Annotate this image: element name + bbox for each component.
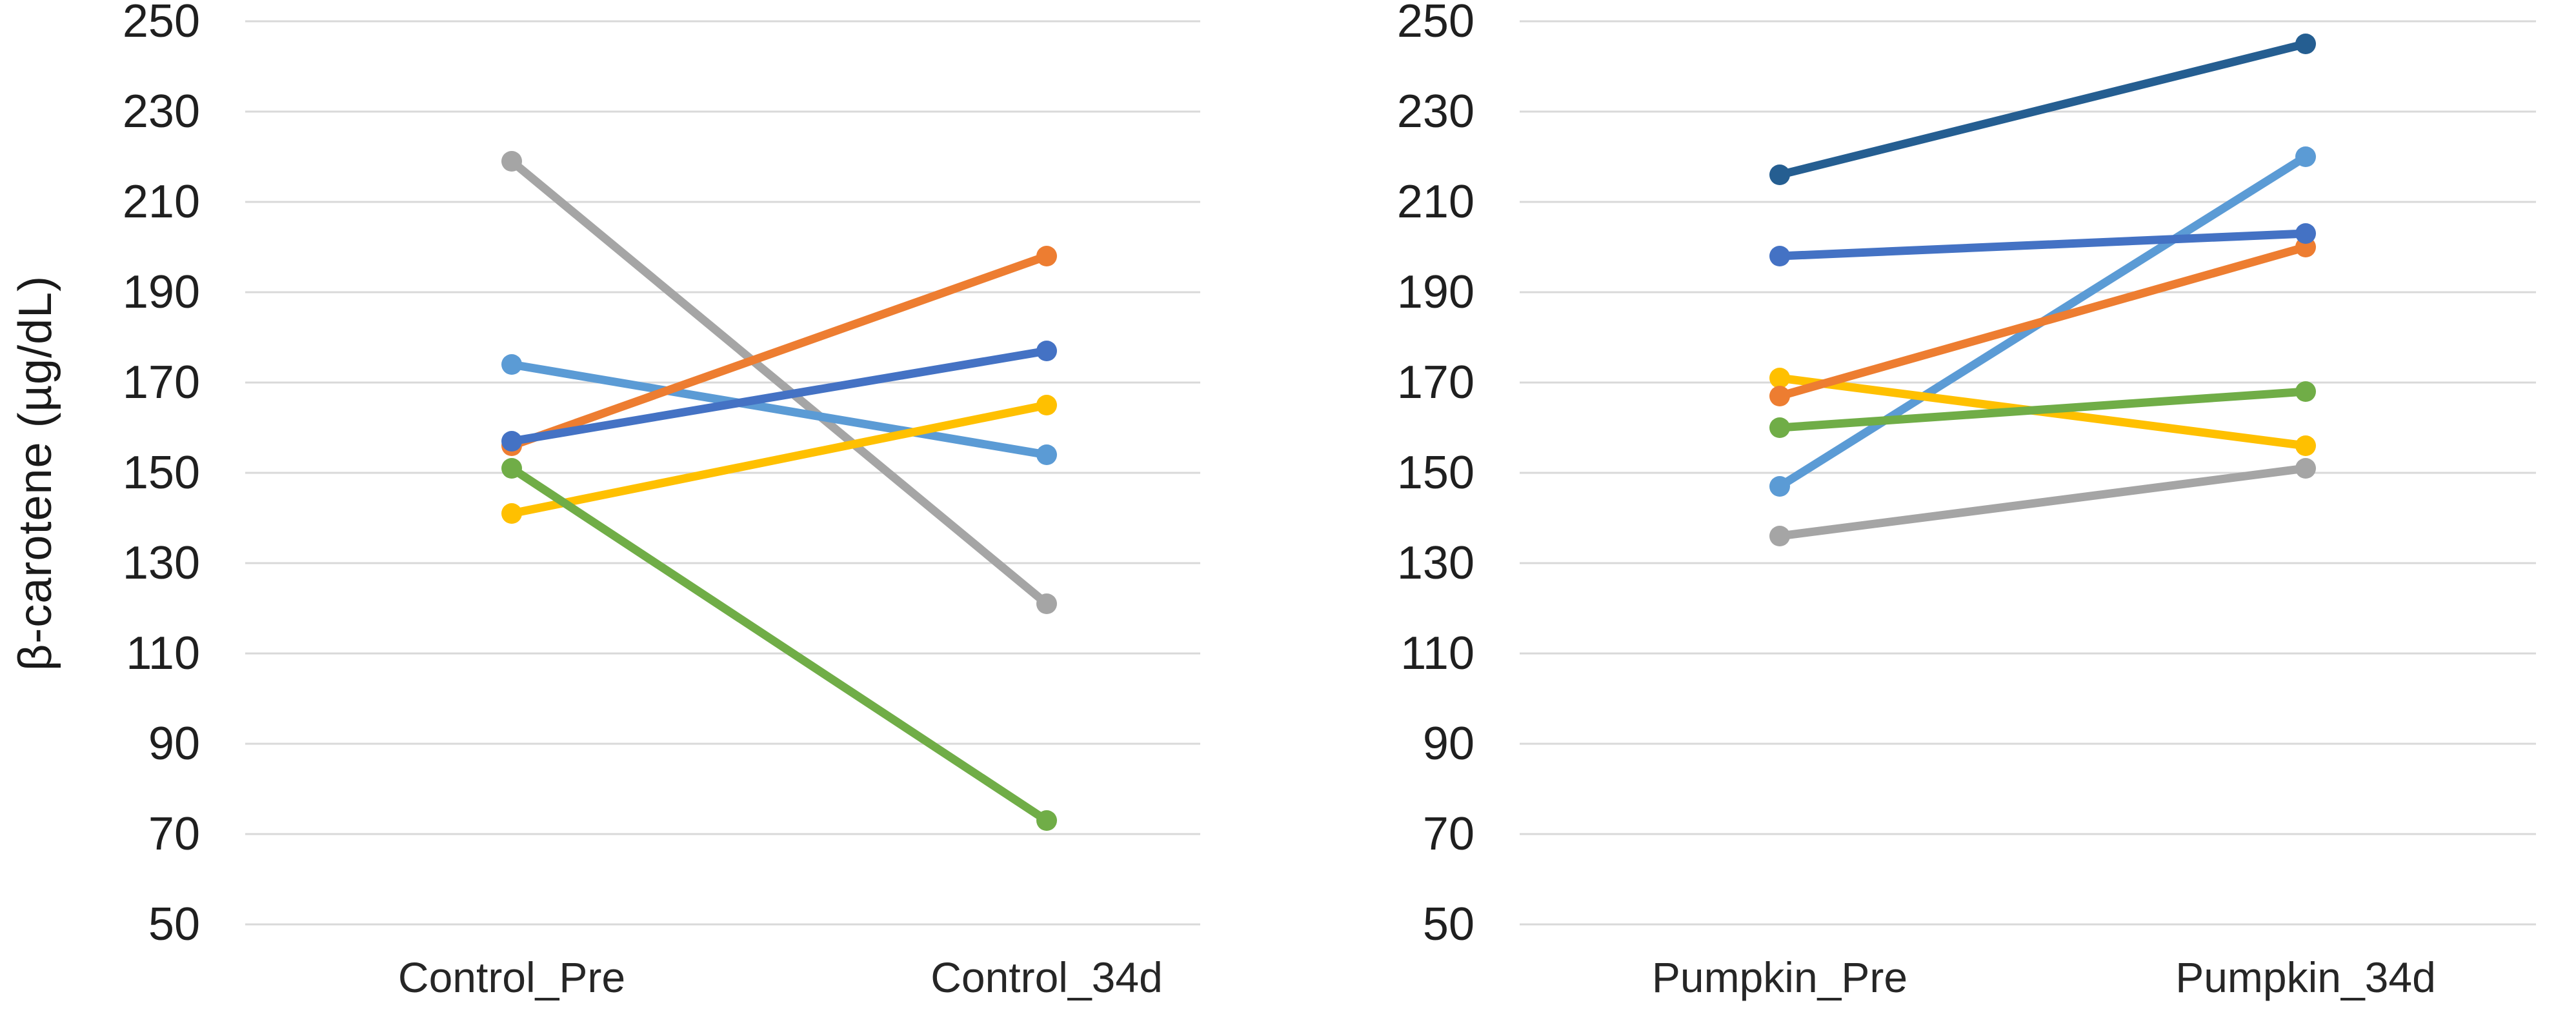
data-point-gray-pre — [1769, 526, 1790, 546]
y-tick-label: 250 — [123, 0, 200, 47]
data-point-green-pre — [1769, 417, 1790, 438]
y-tick-label: 210 — [123, 176, 200, 228]
y-tick-label: 110 — [126, 628, 200, 679]
y-tick-label: 190 — [123, 266, 200, 318]
data-point-blue-pre — [1769, 246, 1790, 266]
data-point-yellow-post — [2295, 435, 2316, 456]
y-tick-label: 230 — [1397, 86, 1474, 137]
series-line-yellow — [507, 401, 1051, 518]
y-tick-label: 70 — [148, 808, 200, 860]
y-tick-label: 170 — [1397, 357, 1474, 408]
data-point-green-pre — [501, 458, 522, 479]
y-tick-label: 150 — [1397, 447, 1474, 499]
data-point-light-blue-pre — [1769, 476, 1790, 497]
series-line-green — [507, 464, 1051, 825]
data-point-green-post — [1036, 810, 1057, 831]
data-point-orange-post — [1036, 246, 1057, 266]
data-point-light-blue-post — [2295, 146, 2316, 167]
y-tick-label: 130 — [1397, 537, 1474, 589]
control-panel: 250 230 210 190 170 150 130 110 90 70 50 Control_Pr… — [123, 0, 1200, 1001]
y-tick-label: 130 — [123, 537, 200, 589]
y-tick-label: 70 — [1423, 808, 1474, 860]
series-line-orange — [507, 252, 1051, 450]
y-tick-label: 90 — [1423, 718, 1474, 770]
pumpkin-panel: 250 230 210 190 170 150 130 110 90 70 50 Pumpkin_Pr… — [1397, 0, 2536, 1001]
data-point-light-blue-pre — [501, 354, 522, 375]
series-line-blue — [507, 346, 1051, 446]
series-line-gray — [1775, 464, 2310, 541]
series-line-gray — [507, 157, 1051, 608]
y-tick-label: 90 — [148, 718, 200, 770]
y-tick-label: 230 — [123, 86, 200, 137]
data-point-blue-pre — [501, 431, 522, 452]
data-point-blue-post — [1036, 341, 1057, 361]
data-point-gray-pre — [501, 151, 522, 172]
data-point-navy-pre — [1769, 164, 1790, 185]
data-point-yellow-pre — [1769, 368, 1790, 388]
data-point-yellow-post — [1036, 395, 1057, 415]
category-label: Control_Pre — [398, 953, 625, 1001]
series-line-orange — [1775, 243, 2310, 401]
data-point-green-post — [2295, 381, 2316, 402]
series-line-green — [1775, 387, 2310, 432]
category-label: Pumpkin_Pre — [1652, 953, 1907, 1001]
y-tick-label: 50 — [148, 899, 200, 950]
y-tick-label: 170 — [123, 357, 200, 408]
series-line-light-blue — [507, 360, 1051, 459]
data-point-orange-pre — [1769, 386, 1790, 406]
y-tick-label: 250 — [1397, 0, 1474, 47]
data-point-gray-post — [1036, 593, 1057, 614]
data-point-blue-post — [2295, 223, 2316, 244]
data-point-navy-post — [2295, 34, 2316, 54]
y-tick-label: 110 — [1400, 628, 1474, 679]
y-tick-label: 210 — [1397, 176, 1474, 228]
data-point-light-blue-post — [1036, 444, 1057, 465]
y-tick-label: 150 — [123, 447, 200, 499]
series-line-blue — [1775, 229, 2310, 261]
y-tick-label: 50 — [1423, 899, 1474, 950]
category-label: Control_34d — [931, 953, 1163, 1001]
data-point-gray-post — [2295, 458, 2316, 479]
data-point-yellow-pre — [501, 503, 522, 524]
category-label: Pumpkin_34d — [2175, 953, 2436, 1001]
y-tick-label: 190 — [1397, 266, 1474, 318]
series-line-navy — [1775, 39, 2310, 179]
